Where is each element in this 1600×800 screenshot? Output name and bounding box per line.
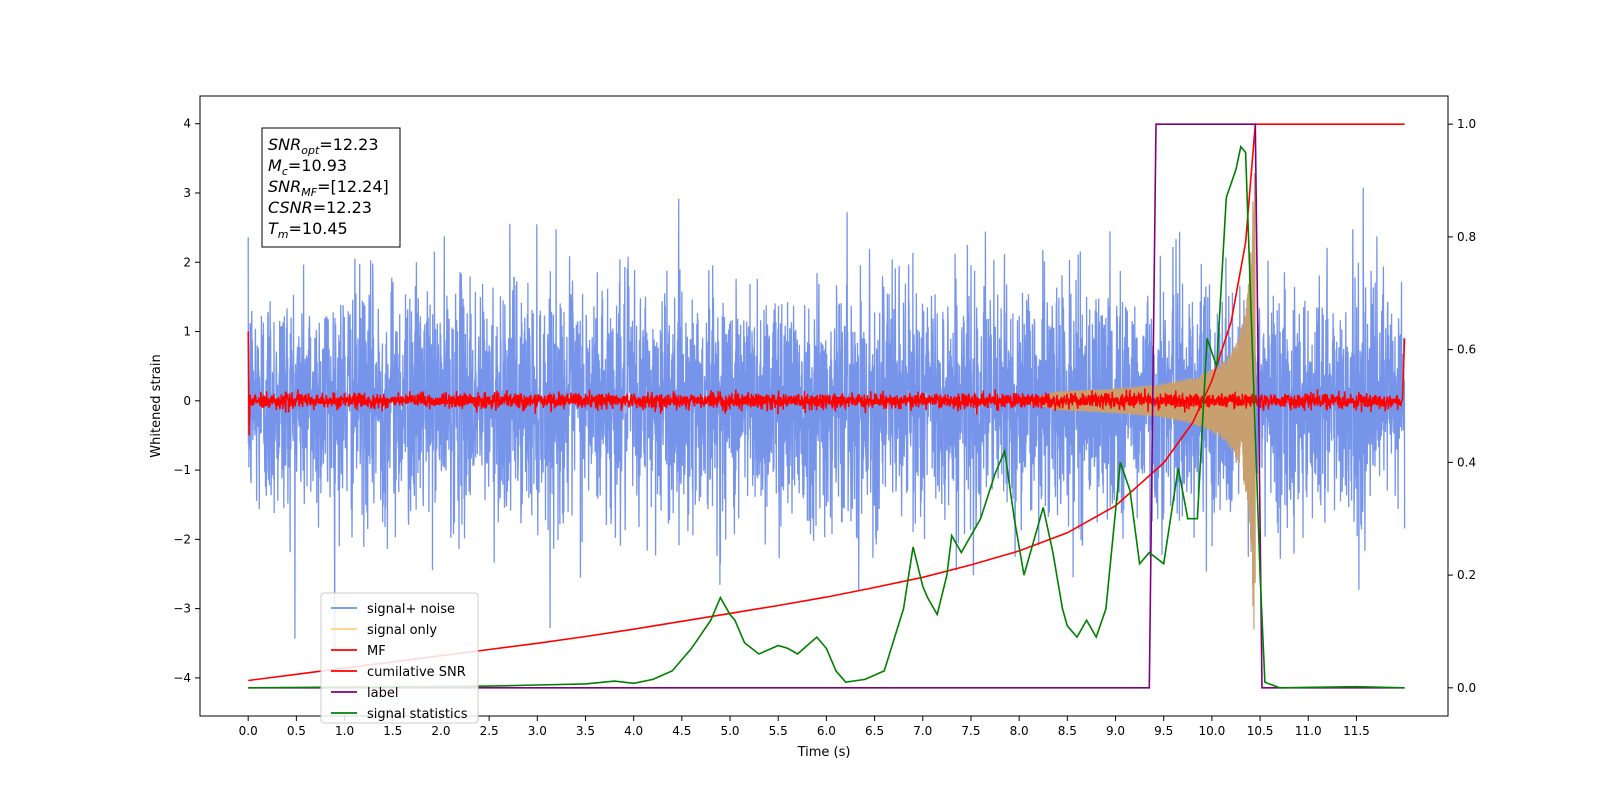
y-tick-label: 3 [183,186,191,200]
x-axis-label: Time (s) [797,745,851,760]
annotation-box: SNRopt=12.23Mc=10.93SNRMF=[12.24]CSNR=12… [261,127,401,248]
x-tick-label: 8.5 [1058,724,1077,738]
series-mf [247,331,1406,436]
x-tick-label: 8.0 [1010,724,1029,738]
plot-frame [199,95,1449,717]
x-tick-label: 3.5 [576,724,595,738]
annotation-line: Mc=10.93 [268,156,347,178]
x-tick-label: 9.5 [1154,724,1173,738]
annotation-line: SNRMF=[12.24] [268,177,389,199]
series-signal-noise [247,187,1406,648]
x-tick-label: 10.5 [1247,724,1274,738]
x-tick-label: 11.0 [1295,724,1322,738]
y-tick-label: 1 [183,325,191,339]
legend-label: cumilative SNR [367,665,466,680]
x-tick-label: 5.0 [720,724,739,738]
x-tick-label: 4.5 [672,724,691,738]
y-tick-label: −2 [173,532,191,546]
y-right-tick-label: 0.8 [1457,230,1476,244]
annotation-line: Tm=10.45 [268,219,348,241]
x-tick-label: 0.0 [239,724,258,738]
y-tick-label: 0 [183,394,191,408]
legend: signal+ noise signal only MF cumilative SNR… [320,592,479,724]
y-right-tick-label: 1.0 [1457,117,1476,131]
x-tick-label: 11.5 [1343,724,1370,738]
y-axis-label: Whitened strain [149,354,164,457]
x-tick-label: 6.0 [817,724,836,738]
legend-label: signal+ noise [367,602,455,617]
annotation-line: SNRopt=12.23 [268,135,379,157]
x-tick-label: 4.0 [624,724,643,738]
y-right-tick-label: 0.2 [1457,568,1476,582]
legend-label: label [367,686,398,701]
legend-label: signal statistics [367,707,468,722]
x-tick-label: 9.0 [1106,724,1125,738]
x-tick-label: 1.0 [335,724,354,738]
x-tick-label: 2.0 [431,724,450,738]
y-right-tick-label: 0.0 [1457,681,1476,695]
legend-label: MF [367,644,386,659]
y-tick-label: 2 [183,255,191,269]
y-tick-label: −3 [173,602,191,616]
x-tick-label: 7.0 [913,724,932,738]
y-tick-label: 4 [183,117,191,131]
x-tick-label: 1.5 [383,724,402,738]
x-tick-label: 2.5 [480,724,499,738]
legend-label: signal only [367,623,437,638]
series-signal-statistics [248,144,1405,689]
y-right-tick-label: 0.6 [1457,343,1476,357]
y-tick-label: −4 [173,671,191,685]
x-tick-label: 3.0 [528,724,547,738]
annotation-line: CSNR=12.23 [268,198,372,217]
x-tick-label: 6.5 [865,724,884,738]
x-tick-label: 7.5 [961,724,980,738]
y-tick-label: −1 [173,463,191,477]
x-tick-label: 0.5 [287,724,306,738]
x-tick-label: 10.0 [1199,724,1226,738]
x-tick-label: 5.5 [769,724,788,738]
y-right-tick-label: 0.4 [1457,455,1476,469]
